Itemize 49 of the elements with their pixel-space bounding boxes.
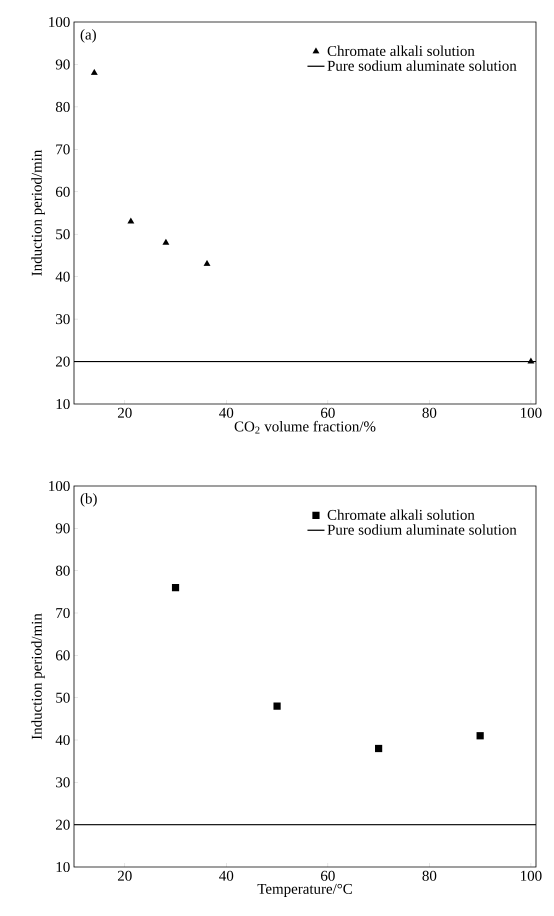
legend-label: Chromate alkali solution bbox=[328, 45, 475, 56]
x-axis-title: CO$_{2}$ volume fraction/% bbox=[234, 420, 376, 434]
y-tick-label: 70 bbox=[56, 608, 70, 618]
point bbox=[375, 744, 382, 752]
y-tick-label: 30 bbox=[56, 314, 70, 324]
y-tick-label: 20 bbox=[56, 820, 70, 830]
point bbox=[162, 239, 170, 245]
y-tick-label: 50 bbox=[56, 229, 70, 240]
point bbox=[528, 358, 534, 364]
x-tick-label: 100 bbox=[521, 408, 542, 418]
y-tick-label: 80 bbox=[56, 102, 70, 112]
x-axis-title: Temperature/°C bbox=[258, 884, 352, 897]
y-tick-label: 90 bbox=[56, 59, 70, 70]
x-tick-label: 20 bbox=[118, 408, 132, 418]
y-tick-label: 50 bbox=[56, 692, 70, 703]
y-tick-label: 90 bbox=[56, 523, 70, 534]
point bbox=[128, 218, 134, 224]
y-tick-label: 30 bbox=[56, 777, 70, 788]
x-tick-label: 80 bbox=[422, 870, 436, 881]
y-tick-label: 80 bbox=[56, 566, 70, 576]
annotation: (a) bbox=[80, 29, 96, 43]
y-tick-label: 40 bbox=[56, 734, 70, 746]
point bbox=[172, 584, 180, 592]
y-axis-title: Induction period/min bbox=[31, 613, 45, 740]
y-tick-label: 100 bbox=[49, 480, 70, 492]
point bbox=[204, 260, 210, 266]
point bbox=[273, 702, 281, 710]
y-tick-label: 40 bbox=[56, 272, 70, 282]
y-tick-label: 20 bbox=[56, 356, 70, 367]
y-tick-label: 70 bbox=[56, 144, 70, 154]
x-tick-label: 100 bbox=[521, 870, 542, 881]
legend-label: Chromate alkali solution bbox=[328, 509, 475, 520]
legend-label: Pure sodium aluminate solution bbox=[328, 60, 517, 71]
y-axis-title: Induction period/min bbox=[31, 150, 45, 276]
annotation: (b) bbox=[80, 493, 97, 507]
legend-label: Pure sodium aluminate solution bbox=[328, 524, 517, 535]
y-tick-label: 100 bbox=[49, 16, 70, 28]
x-tick-label: 40 bbox=[219, 408, 234, 418]
x-tick-label: 40 bbox=[219, 870, 234, 881]
x-tick-label: 60 bbox=[321, 408, 335, 418]
x-tick-label: 80 bbox=[422, 408, 436, 418]
y-tick-label: 60 bbox=[56, 186, 70, 197]
y-tick-label: 10 bbox=[56, 862, 70, 872]
y-tick-label: 60 bbox=[56, 650, 70, 660]
point bbox=[91, 69, 98, 75]
y-tick-label: 10 bbox=[56, 398, 70, 410]
x-tick-label: 60 bbox=[321, 870, 335, 881]
x-tick-label: 20 bbox=[118, 870, 132, 881]
point bbox=[476, 732, 484, 740]
